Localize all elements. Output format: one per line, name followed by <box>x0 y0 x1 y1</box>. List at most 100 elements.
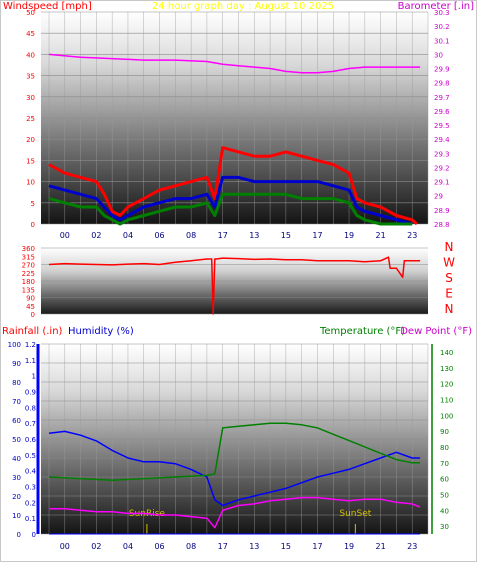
direction-line <box>48 256 421 315</box>
wind-x-tick: 23 <box>407 231 417 240</box>
barometer-tick: 29.5 <box>434 122 450 130</box>
thermo-x-tick: 04 <box>123 542 133 551</box>
thermo-x-tick: 17 <box>312 542 322 551</box>
thermo-x-tick: 08 <box>186 542 196 551</box>
humidity-tick: 30 <box>12 474 21 482</box>
windspeed-tick: 0 <box>31 221 35 229</box>
temperature-tick: 140 <box>440 349 453 357</box>
temperature-tick: 90 <box>440 428 449 436</box>
rainfall-tick: 0.4 <box>25 468 37 476</box>
temperature-line <box>48 422 421 481</box>
barometer-tick: 29 <box>434 193 443 201</box>
rainfall-tick: 0.1 <box>25 515 36 523</box>
wind-x-tick: 17 <box>218 231 228 240</box>
wind-x-tick: 19 <box>344 231 354 240</box>
barometer-axis-title: Barometer [.in] <box>398 1 474 12</box>
barometer-tick: 29.7 <box>434 94 450 102</box>
thermo-x-tick: 06 <box>154 542 164 551</box>
barometer-line <box>48 53 421 74</box>
wind-x-tick: 06 <box>154 231 164 240</box>
wind-x-tick: 00 <box>60 231 70 240</box>
thermo-x-tick: 15 <box>281 542 291 551</box>
humidity-tick: 90 <box>12 360 21 368</box>
wind-x-tick: 13 <box>249 231 259 240</box>
barometer-tick: 30.1 <box>434 37 450 45</box>
thermo-x-tick: 00 <box>60 542 70 551</box>
barometer-tick: 29.2 <box>434 164 450 172</box>
barometer-tick: 29.9 <box>434 66 450 74</box>
humidity-tick: 40 <box>12 455 21 463</box>
direction-tick: 315 <box>22 253 35 261</box>
direction-tick: 180 <box>22 278 35 286</box>
humidity-tick: 50 <box>12 436 21 444</box>
compass-label: S <box>445 271 453 285</box>
humidity-tick: 100 <box>8 341 21 349</box>
windspeed-tick: 30 <box>26 94 35 102</box>
temperature-tick: 30 <box>440 523 449 531</box>
windspeed-tick: 35 <box>26 73 35 81</box>
compass-label: E <box>445 287 453 301</box>
rainfall-tick: 0.9 <box>25 389 36 397</box>
thermo-x-tick: 02 <box>91 542 101 551</box>
wind-x-tick: 04 <box>123 231 133 240</box>
rainfall-tick: 0.2 <box>25 499 36 507</box>
windspeed-tick: 50 <box>26 9 35 17</box>
windspeed-tick: 15 <box>26 157 35 165</box>
humidity-tick: 80 <box>12 379 21 387</box>
rainfall-tick: 0.6 <box>25 436 37 444</box>
windspeed-axis-title: Windspeed [mph] <box>3 1 92 12</box>
rainfall-tick: 1.1 <box>25 357 36 365</box>
rainfall-tick: 0.7 <box>25 420 36 428</box>
direction-tick: 270 <box>22 262 35 270</box>
min-wind-line <box>48 192 413 226</box>
direction-tick: 135 <box>22 286 35 294</box>
temperature-tick: 50 <box>440 491 449 499</box>
rainfall-tick: 0.8 <box>25 404 36 412</box>
compass-label: N <box>445 240 454 254</box>
rainfall-tick: 1 <box>32 373 36 381</box>
temperature-tick: 70 <box>440 460 449 468</box>
sun-event-label: SunSet <box>339 509 371 519</box>
barometer-tick: 28.9 <box>434 207 450 215</box>
temperature-tick: 80 <box>440 444 449 452</box>
humidity-axis-title: Humidity (%) <box>68 326 134 337</box>
humidity-tick: 10 <box>12 512 21 520</box>
humidity-tick: 70 <box>12 398 21 406</box>
temperature-tick: 120 <box>440 381 453 389</box>
humidity-line <box>48 430 421 507</box>
wind-x-tick: 15 <box>281 231 291 240</box>
barometer-tick: 30 <box>434 51 443 59</box>
windspeed-tick: 45 <box>26 30 35 38</box>
barometer-tick: 29.3 <box>434 150 450 158</box>
humidity-tick: 0 <box>17 531 21 539</box>
compass-label: N <box>445 302 454 316</box>
barometer-tick: 29.8 <box>434 80 450 88</box>
windspeed-tick: 5 <box>31 200 35 208</box>
rainfall-tick: 0.5 <box>25 452 36 460</box>
gust-wind-line <box>48 146 418 226</box>
rainfall-tick: 1.2 <box>25 341 36 349</box>
barometer-tick: 28.8 <box>434 221 450 229</box>
windspeed-tick: 25 <box>26 115 35 123</box>
temperature-tick: 100 <box>440 412 453 420</box>
rainfall-axis-title: Rainfall (.in) <box>2 326 63 337</box>
temperature-tick: 40 <box>440 507 449 515</box>
wind-x-tick: 21 <box>376 231 386 240</box>
windspeed-tick: 10 <box>26 179 35 187</box>
direction-tick: 45 <box>26 303 35 311</box>
dewpoint-line <box>49 496 421 529</box>
barometer-tick: 29.6 <box>434 108 450 116</box>
thermo-x-tick: 17 <box>218 542 228 551</box>
barometer-tick: 30.3 <box>434 9 450 17</box>
humidity-tick: 60 <box>12 417 21 425</box>
direction-tick: 225 <box>22 270 35 278</box>
wind-x-tick: 17 <box>312 231 322 240</box>
compass-label: W <box>443 256 455 270</box>
temperature-tick: 60 <box>440 476 449 484</box>
temperature-tick: 110 <box>440 396 453 404</box>
chart-title: 24 hour graph day : August 10 2025 <box>152 1 334 12</box>
barometer-tick: 30.2 <box>434 23 450 31</box>
windspeed-tick: 20 <box>26 136 35 144</box>
